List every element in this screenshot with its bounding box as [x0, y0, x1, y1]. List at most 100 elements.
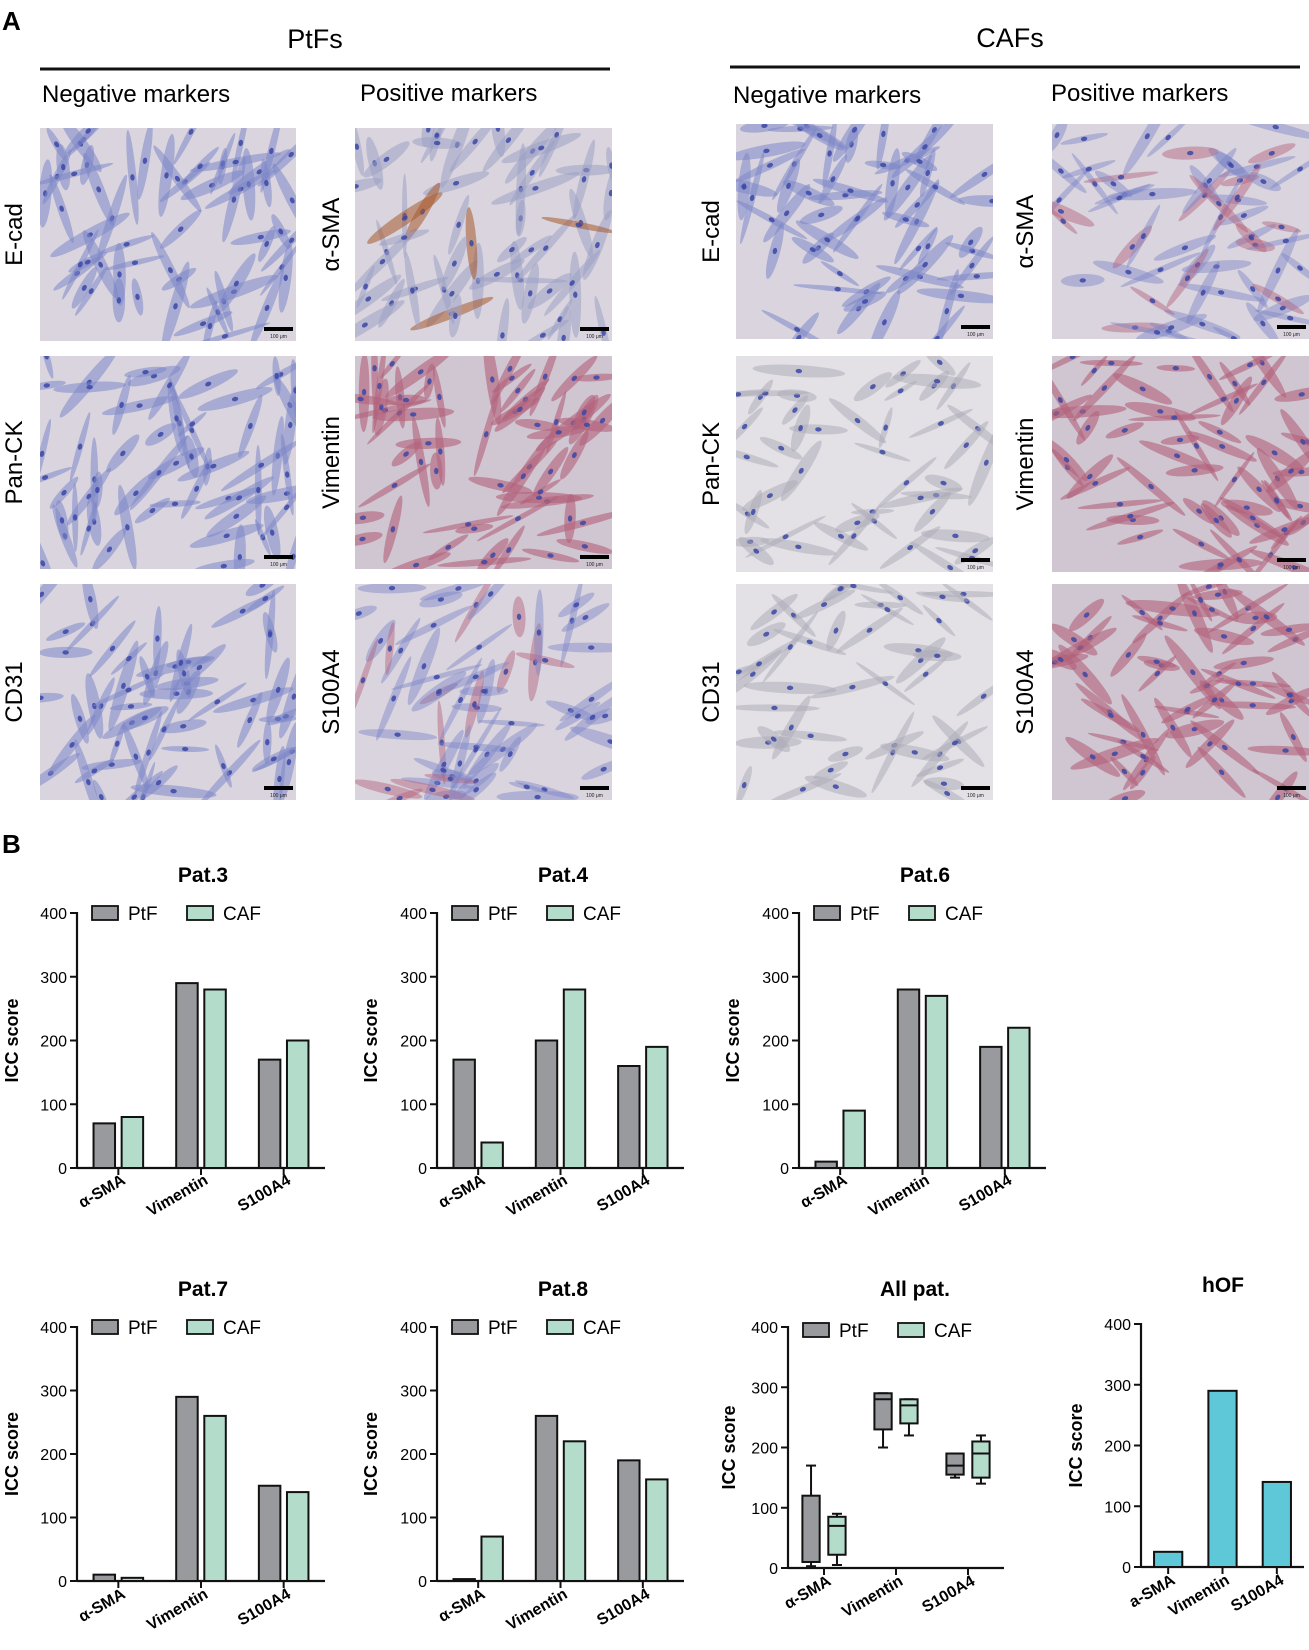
legend-label-caf: CAF — [945, 904, 983, 925]
bar-ptf-1 — [896, 988, 921, 1169]
cell-layer — [355, 584, 612, 800]
y-tick-label: 200 — [400, 1034, 427, 1051]
y-tick-label: 300 — [762, 970, 789, 987]
scale-bar — [961, 786, 990, 790]
micrograph-ptfs-sma: 100 μm α-SMA — [318, 128, 612, 341]
y-tick-label: 100 — [400, 1097, 427, 1114]
x-tick-label: S100A4 — [594, 1172, 653, 1216]
bar-ptf-2 — [257, 1058, 282, 1169]
y-tick-label: 0 — [418, 1574, 427, 1591]
legend: PtF CAF — [813, 904, 983, 925]
bar-caf-1 — [203, 1414, 227, 1583]
box-ptf-1 — [873, 1392, 893, 1449]
y-tick-label: 400 — [40, 906, 67, 923]
row-label-cafs-pan-ck: Pan-CK — [698, 422, 725, 506]
legend-swatch-caf — [186, 905, 214, 921]
row-label-cafs-vimentin: Vimentin — [1012, 418, 1039, 511]
y-axis-label: ICC score — [2, 998, 22, 1082]
x-tick-label: α-SMA — [782, 1573, 835, 1613]
box-body — [971, 1440, 991, 1479]
x-tick-label: Vimentin — [866, 1172, 933, 1220]
legend-label-caf: CAF — [583, 1318, 621, 1339]
bar-hof-1 — [1207, 1389, 1238, 1568]
scale-bar — [1277, 558, 1306, 562]
legend: PtF CAF — [451, 1318, 621, 1339]
x-tick-label: Vimentin — [504, 1172, 571, 1220]
scale-bar — [1277, 325, 1306, 329]
legend-label-ptf: PtF — [839, 1321, 869, 1342]
scale-bar — [1277, 786, 1306, 790]
cell-layer — [355, 128, 612, 341]
micrograph-cafs-pan-ck: 100 μm Pan-CK — [698, 356, 993, 572]
scale-bar-label: 100 μm — [967, 565, 984, 571]
x-tick-label: S100A4 — [919, 1573, 978, 1617]
bar-ptf-0 — [92, 1573, 117, 1583]
legend: PtF CAF — [802, 1321, 972, 1342]
chart-title: Pat.4 — [538, 864, 589, 887]
box-body — [827, 1515, 847, 1556]
legend-label-ptf: PtF — [128, 1318, 158, 1339]
micrograph-ptfs-cd31: 100 μm CD31 — [1, 584, 296, 800]
scale-bar-label: 100 μm — [967, 332, 984, 338]
x-tick-label: Vimentin — [1166, 1572, 1233, 1620]
bar-caf-0 — [120, 1576, 145, 1582]
row-label-cafs-s100a4: S100A4 — [1012, 649, 1039, 734]
legend-label-caf: CAF — [934, 1321, 972, 1342]
scale-bar — [961, 558, 990, 562]
y-tick-label: 300 — [40, 970, 67, 987]
chart-pat-8: Pat.8 0 100 200 300 400 ICC score α-SMA Vimentin… — [361, 1278, 684, 1634]
x-tick-label: S100A4 — [235, 1586, 294, 1630]
scale-bar-label: 100 μm — [967, 793, 984, 799]
micrograph-cafs-vimentin: 100 μm Vimentin — [1012, 356, 1309, 572]
legend-label-ptf: PtF — [488, 1318, 518, 1339]
micrograph-background — [1052, 124, 1309, 339]
y-tick-label: 300 — [751, 1380, 778, 1397]
y-tick-label: 200 — [762, 1034, 789, 1051]
box-caf-0 — [827, 1512, 847, 1566]
box-body — [801, 1494, 821, 1563]
scale-bar — [264, 555, 293, 559]
x-tick-label: Vimentin — [504, 1586, 571, 1634]
bar-caf-2 — [645, 1045, 669, 1169]
cell-layer — [355, 356, 612, 569]
row-label-ptfs-pan-ck: Pan-CK — [1, 420, 28, 504]
bar-caf-1 — [924, 994, 949, 1169]
bar-caf-1 — [203, 988, 227, 1169]
y-tick-label: 300 — [1104, 1378, 1131, 1395]
y-axis-label: ICC score — [361, 1412, 381, 1496]
x-tick-label: S100A4 — [1228, 1572, 1287, 1616]
bar-caf-1 — [562, 1440, 587, 1583]
y-tick-label: 100 — [762, 1097, 789, 1114]
bar-ptf-2 — [257, 1484, 282, 1582]
legend-swatch-caf — [186, 1319, 214, 1335]
bar-caf-2 — [645, 1478, 669, 1583]
legend: PtF CAF — [91, 1318, 261, 1339]
cell-layer — [736, 124, 993, 339]
y-tick-label: 400 — [1104, 1317, 1131, 1334]
legend-label-caf: CAF — [223, 904, 261, 925]
bar-ptf-1 — [534, 1039, 559, 1169]
bar-ptf-1 — [534, 1414, 559, 1583]
y-axis-label: ICC score — [361, 998, 381, 1082]
y-tick-label: 300 — [40, 1384, 67, 1401]
x-tick-label: α-SMA — [798, 1172, 851, 1212]
micrograph-ptfs-vimentin: 100 μm Vimentin — [318, 356, 612, 569]
y-tick-label: 300 — [400, 1384, 427, 1401]
chart-title: Pat.8 — [538, 1278, 589, 1301]
bar-caf-2 — [1007, 1026, 1031, 1169]
y-axis-label: ICC score — [2, 1412, 22, 1496]
chart-title: Pat.6 — [900, 864, 950, 887]
y-tick-label: 100 — [40, 1511, 67, 1528]
box-ptf-0 — [801, 1464, 821, 1568]
y-tick-label: 0 — [58, 1161, 67, 1178]
row-label-cafs-cd31: CD31 — [698, 661, 725, 722]
chart-title: hOF — [1202, 1274, 1244, 1297]
y-tick-label: 0 — [1122, 1560, 1131, 1577]
micrograph-cafs-s100a4: 100 μm S100A4 — [1012, 584, 1309, 800]
legend-label-ptf: PtF — [850, 904, 880, 925]
scale-bar-label: 100 μm — [1283, 332, 1300, 338]
y-tick-label: 200 — [751, 1441, 778, 1458]
cell-layer — [736, 356, 993, 572]
